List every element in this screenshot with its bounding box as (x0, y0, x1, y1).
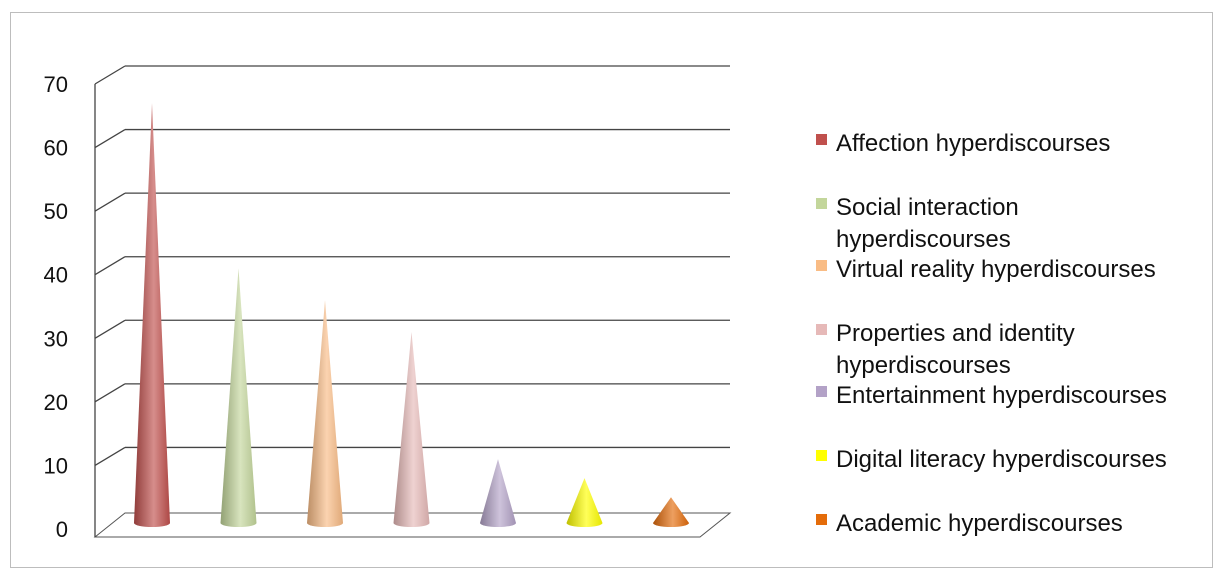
legend-item: Virtual reality hyperdiscourses (816, 256, 1156, 283)
y-tick-label: 40 (44, 263, 68, 288)
legend-item: Academic hyperdiscourses (816, 510, 1123, 537)
bars (134, 103, 689, 528)
legend-item: Digital literacy hyperdiscourses (816, 446, 1167, 473)
legend-swatch (816, 514, 827, 525)
legend-item: Affection hyperdiscourses (816, 130, 1110, 157)
gridline-depth (94, 446, 126, 466)
gridline-depth (94, 256, 126, 276)
legend: Affection hyperdiscourses Social interact… (816, 130, 1167, 537)
gridline-depth (94, 65, 126, 85)
y-tick-label: 60 (44, 136, 68, 161)
bar-cone (480, 459, 516, 527)
gridline-depth (94, 129, 126, 149)
gridline-depth (94, 319, 126, 339)
chart-frame (10, 12, 1213, 568)
gridline-depth (94, 192, 126, 212)
legend-swatch (816, 260, 827, 271)
legend-swatch (816, 198, 827, 209)
bar-cone (393, 331, 430, 527)
y-tick-label: 0 (56, 517, 68, 542)
legend-label: Affection hyperdiscourses (836, 130, 1110, 157)
legend-item: Properties and identity hyperdiscourses (816, 320, 1075, 379)
legend-label: Virtual reality hyperdiscourses (836, 256, 1156, 283)
y-axis: 0 10 20 30 40 50 60 70 (44, 72, 96, 542)
legend-label: hyperdiscourses (836, 352, 1011, 379)
legend-label: hyperdiscourses (836, 226, 1011, 253)
y-tick-label: 20 (44, 390, 68, 415)
y-tick-label: 70 (44, 72, 68, 97)
legend-swatch (816, 450, 827, 461)
legend-label: Digital literacy hyperdiscourses (836, 446, 1167, 473)
gridline-depth (94, 383, 126, 403)
legend-swatch (816, 134, 827, 145)
y-tick-label: 10 (44, 453, 68, 478)
legend-item: Social interaction hyperdiscourses (816, 194, 1019, 253)
bar-cone (220, 268, 257, 527)
legend-swatch (816, 324, 827, 335)
legend-swatch (816, 386, 827, 397)
legend-label: Academic hyperdiscourses (836, 510, 1123, 537)
y-tick-label: 50 (44, 199, 68, 224)
y-tick-label: 30 (44, 326, 68, 351)
legend-item: Entertainment hyperdiscourses (816, 382, 1167, 409)
legend-label: Properties and identity (836, 320, 1075, 347)
bar-cone (307, 300, 343, 527)
bar-cone (653, 497, 689, 527)
bar-cone (134, 103, 170, 528)
legend-label: Social interaction (836, 194, 1019, 221)
legend-label: Entertainment hyperdiscourses (836, 382, 1167, 409)
bar-cone (566, 478, 603, 527)
